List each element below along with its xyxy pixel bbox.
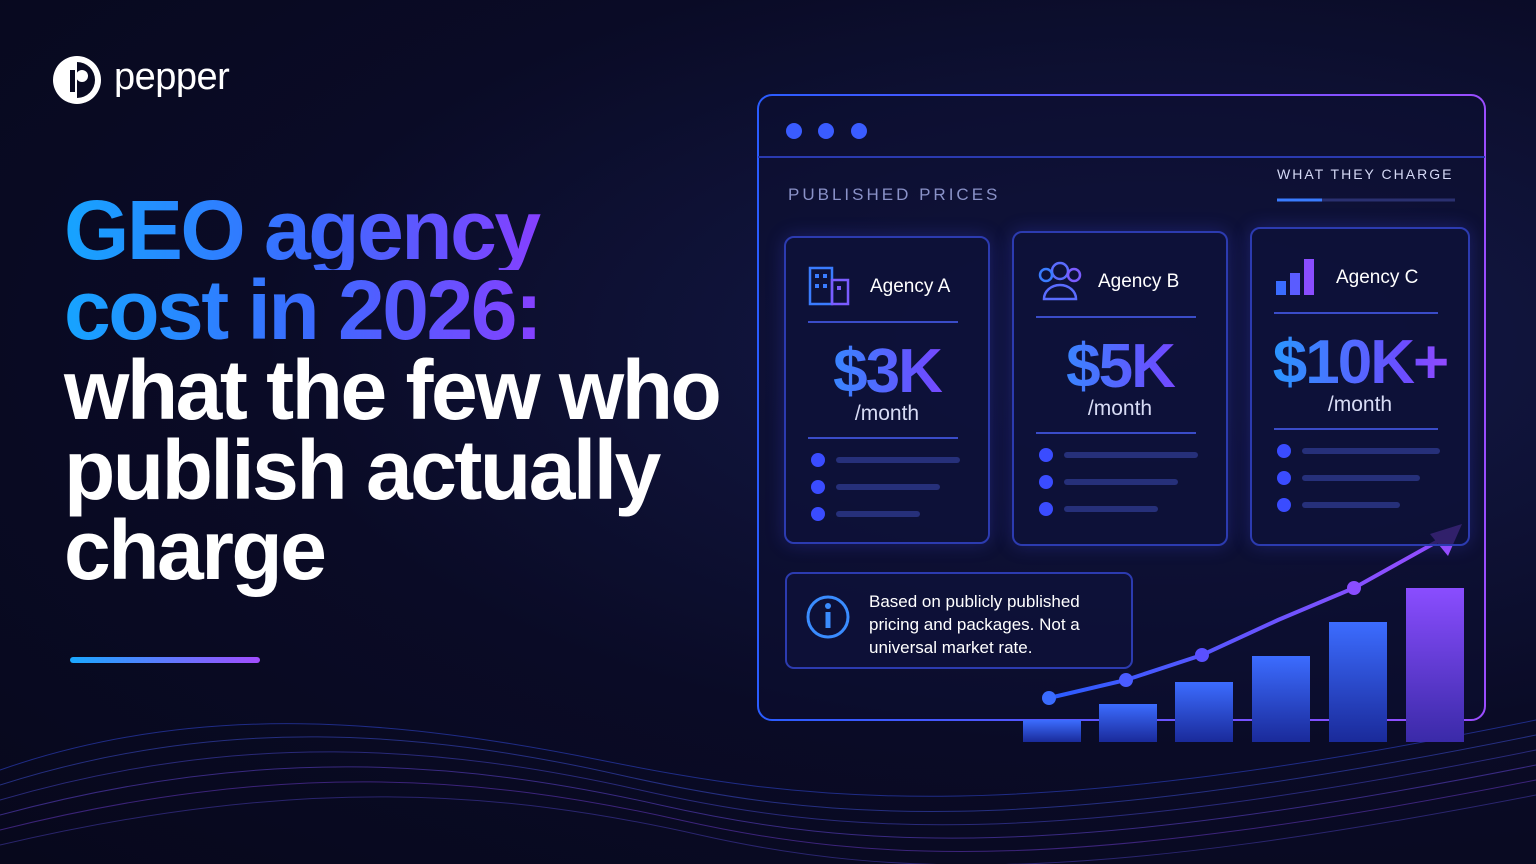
title-underline xyxy=(70,657,260,663)
agency-name: Agency C xyxy=(1336,267,1419,288)
brand: pepper xyxy=(114,56,230,98)
headline-rest: what the few who publish actually charge xyxy=(64,343,722,597)
agency-name: Agency A xyxy=(870,276,951,297)
waves xyxy=(0,719,1536,864)
agency-price: $5K xyxy=(1014,331,1226,402)
logo xyxy=(53,56,101,104)
price-period: /month xyxy=(854,402,920,425)
panel-label: PUBLISHED PRICES xyxy=(788,185,1001,204)
headline: GEO agency cost in 2026: what the few wh… xyxy=(64,188,764,597)
agency-name: Agency B xyxy=(1098,271,1180,292)
growth-bars xyxy=(1023,524,1464,742)
price-period: /month xyxy=(1327,393,1393,416)
card-decoration xyxy=(808,266,960,521)
price-card: Agency A $3K/month xyxy=(784,236,990,544)
price-period: /month xyxy=(1087,397,1153,420)
headline-highlight: GEO agency xyxy=(64,188,764,272)
agency-price: $10K+ xyxy=(1252,327,1468,398)
card-decoration xyxy=(1036,261,1198,516)
note: Based on publicly published pricing and … xyxy=(869,592,1080,657)
price-card: Agency B $5K/month xyxy=(1012,231,1228,546)
price-card: Agency C $10K+/month xyxy=(1250,227,1470,546)
note-box xyxy=(785,572,1133,669)
panel-tab: WHAT THEY CHARGE xyxy=(1277,166,1454,182)
agency-price: $3K xyxy=(786,336,988,407)
headline-highlight: cost in 2026: xyxy=(64,268,764,352)
card-decoration xyxy=(1274,259,1440,512)
